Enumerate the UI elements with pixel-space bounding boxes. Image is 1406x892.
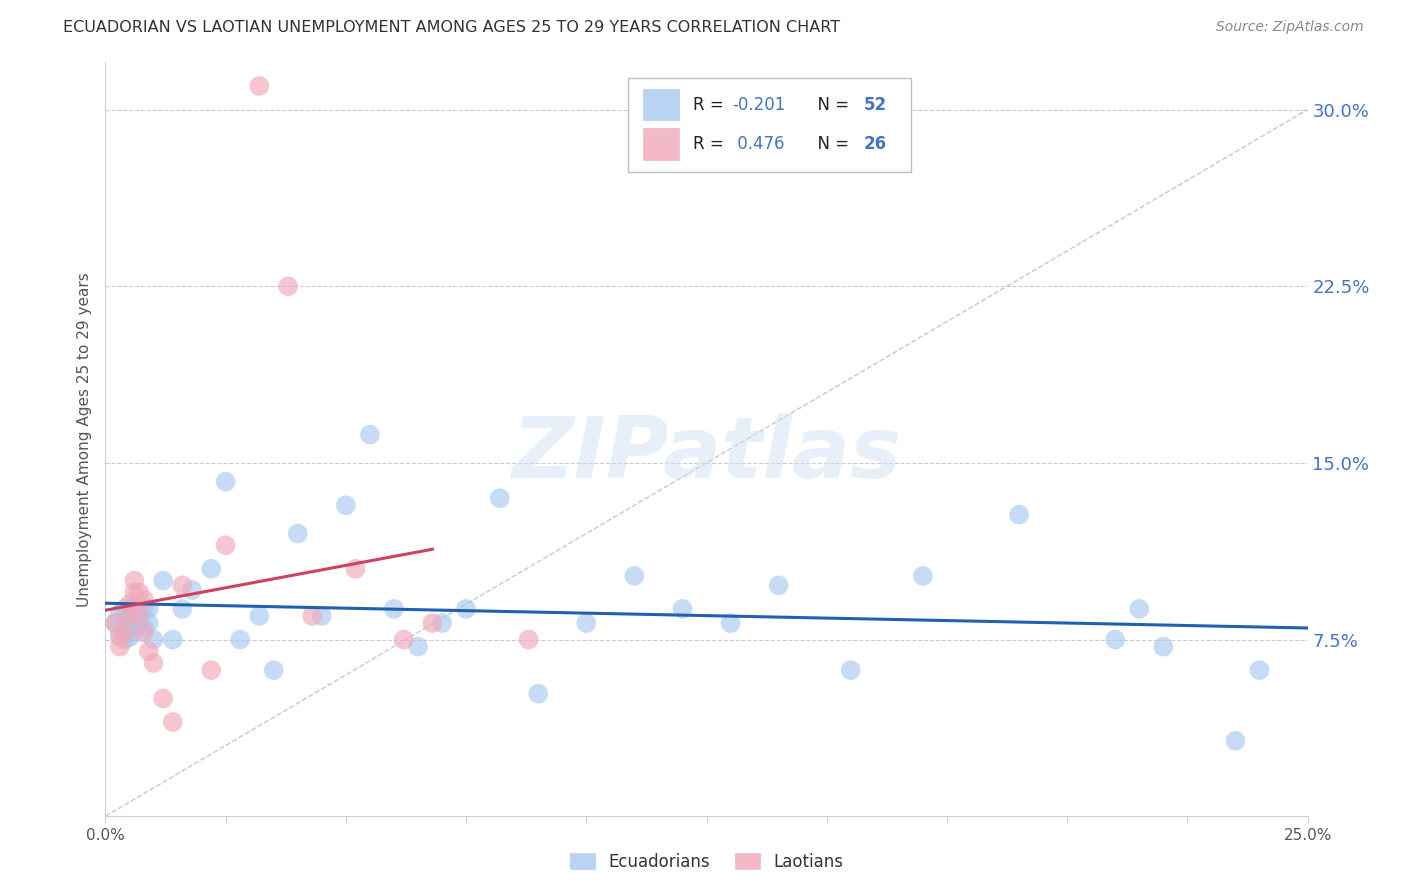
Point — [671, 602, 693, 616]
Point — [128, 602, 150, 616]
Point — [132, 625, 155, 640]
Point — [406, 640, 429, 654]
Point — [138, 615, 160, 630]
Point — [142, 632, 165, 647]
Point — [301, 609, 323, 624]
Text: -0.201: -0.201 — [731, 95, 785, 113]
Point — [392, 632, 415, 647]
Point — [128, 615, 150, 630]
Point — [128, 609, 150, 624]
Point — [311, 609, 333, 624]
Point — [1128, 602, 1150, 616]
Point — [911, 569, 934, 583]
Point — [527, 687, 550, 701]
Text: ECUADORIAN VS LAOTIAN UNEMPLOYMENT AMONG AGES 25 TO 29 YEARS CORRELATION CHART: ECUADORIAN VS LAOTIAN UNEMPLOYMENT AMONG… — [63, 20, 841, 35]
Point — [344, 562, 367, 576]
Text: N =: N = — [807, 135, 855, 153]
Point — [422, 615, 444, 630]
Point — [124, 609, 146, 624]
Point — [200, 663, 222, 677]
Point — [104, 615, 127, 630]
Point — [359, 427, 381, 442]
Point — [108, 630, 131, 644]
Point — [488, 491, 510, 506]
Point — [152, 574, 174, 588]
Point — [200, 562, 222, 576]
Y-axis label: Unemployment Among Ages 25 to 29 years: Unemployment Among Ages 25 to 29 years — [76, 272, 91, 607]
Point — [118, 615, 141, 630]
Point — [162, 714, 184, 729]
Point — [124, 574, 146, 588]
Point — [839, 663, 862, 677]
Point — [430, 615, 453, 630]
Point — [623, 569, 645, 583]
Point — [132, 592, 155, 607]
FancyBboxPatch shape — [643, 128, 679, 160]
Point — [132, 621, 155, 635]
Point — [382, 602, 405, 616]
Point — [138, 644, 160, 658]
Point — [335, 498, 357, 512]
Text: Source: ZipAtlas.com: Source: ZipAtlas.com — [1216, 20, 1364, 34]
Text: 52: 52 — [865, 95, 887, 113]
Point — [214, 475, 236, 489]
Point — [720, 615, 742, 630]
Point — [138, 602, 160, 616]
Text: N =: N = — [807, 95, 855, 113]
Text: R =: R = — [693, 95, 730, 113]
Point — [277, 279, 299, 293]
Point — [1008, 508, 1031, 522]
Point — [1152, 640, 1174, 654]
Text: 0.476: 0.476 — [731, 135, 785, 153]
Point — [118, 597, 141, 611]
Point — [517, 632, 540, 647]
Point — [124, 585, 146, 599]
Point — [114, 632, 136, 647]
Point — [108, 625, 131, 640]
Point — [114, 615, 136, 630]
Point — [172, 602, 194, 616]
Point — [104, 615, 127, 630]
Text: 26: 26 — [865, 135, 887, 153]
Point — [118, 609, 141, 624]
Point — [124, 625, 146, 640]
Point — [247, 609, 270, 624]
Point — [108, 640, 131, 654]
Point — [132, 602, 155, 616]
Legend: Ecuadorians, Laotians: Ecuadorians, Laotians — [561, 845, 852, 880]
Point — [118, 602, 141, 616]
FancyBboxPatch shape — [628, 78, 911, 172]
Point — [152, 691, 174, 706]
Text: R =: R = — [693, 135, 730, 153]
Point — [1104, 632, 1126, 647]
Point — [247, 78, 270, 93]
FancyBboxPatch shape — [643, 89, 679, 120]
Point — [142, 656, 165, 670]
Point — [768, 578, 790, 592]
Point — [1249, 663, 1271, 677]
Point — [172, 578, 194, 592]
Point — [124, 615, 146, 630]
Point — [128, 609, 150, 624]
Point — [1225, 733, 1247, 747]
Point — [181, 583, 204, 598]
Point — [128, 585, 150, 599]
Point — [214, 538, 236, 552]
Point — [118, 630, 141, 644]
Point — [108, 607, 131, 621]
Point — [114, 602, 136, 616]
Text: ZIPatlas: ZIPatlas — [512, 413, 901, 496]
Point — [114, 625, 136, 640]
Point — [229, 632, 252, 647]
Point — [454, 602, 477, 616]
Point — [575, 615, 598, 630]
Point — [162, 632, 184, 647]
Point — [263, 663, 285, 677]
Point — [287, 526, 309, 541]
